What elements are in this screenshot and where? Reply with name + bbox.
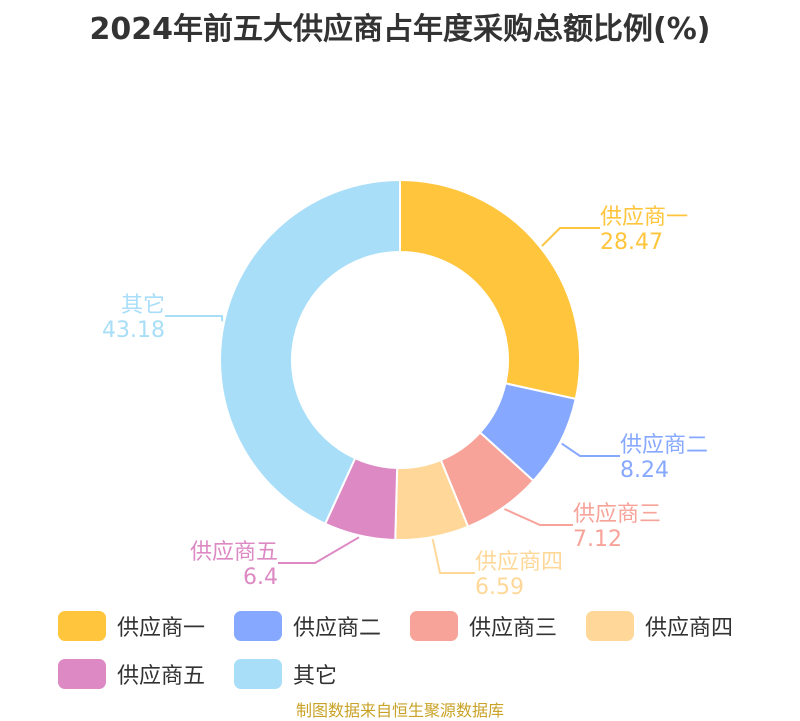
leader-line-供应商一 (541, 227, 600, 247)
legend-swatch (58, 611, 106, 641)
legend-label: 供应商三 (469, 616, 558, 641)
legend-label: 供应商二 (293, 616, 382, 641)
legend-swatch (234, 611, 282, 641)
legend-swatch (586, 611, 634, 641)
slice-label-其它: 其它 (121, 293, 165, 318)
legend-swatch (234, 659, 282, 689)
slice-label-供应商三: 供应商三 (573, 502, 661, 527)
slice-value-供应商四: 6.59 (475, 575, 524, 600)
legend-label: 供应商四 (645, 616, 734, 641)
chart-title: 2024年前五大供应商占年度采购总额比例(%) (89, 12, 711, 47)
legend-item-其它[interactable]: 其它 (234, 654, 337, 694)
donut-slices (219, 178, 581, 541)
legend-item-供应商二[interactable]: 供应商二 (234, 606, 381, 646)
slice-label-供应商四: 供应商四 (475, 550, 563, 575)
legend-item-供应商五[interactable]: 供应商五 (58, 654, 205, 694)
leader-line-其它 (165, 315, 224, 322)
legend-item-供应商四[interactable]: 供应商四 (586, 606, 733, 646)
data-source-note: 制图数据来自恒生聚源数据库 (295, 701, 504, 720)
legend-label: 供应商五 (117, 664, 206, 689)
legend-label: 其它 (293, 664, 338, 689)
legend-swatch (410, 611, 458, 641)
slice-label-供应商二: 供应商二 (620, 433, 708, 458)
slice-label-供应商一: 供应商一 (600, 205, 688, 230)
slice-value-供应商二: 8.24 (620, 458, 669, 483)
slice-value-供应商三: 7.12 (573, 527, 622, 552)
slice-label-供应商五: 供应商五 (190, 540, 278, 565)
legend-label: 供应商一 (117, 616, 206, 641)
legend-item-供应商一[interactable]: 供应商一 (58, 606, 205, 646)
leader-line-供应商二 (561, 442, 620, 457)
leader-line-供应商四 (431, 538, 475, 574)
leader-line-供应商五 (278, 536, 360, 564)
legend-item-供应商三[interactable]: 供应商三 (410, 606, 557, 646)
slice-value-供应商五: 6.4 (243, 565, 278, 590)
donut-slice-供应商一[interactable] (399, 178, 581, 401)
slice-value-供应商一: 28.47 (600, 230, 663, 255)
slice-value-其它: 43.18 (102, 318, 165, 343)
leader-line-供应商三 (504, 508, 573, 526)
legend-swatch (58, 659, 106, 689)
donut-slice-其它[interactable] (219, 178, 401, 526)
